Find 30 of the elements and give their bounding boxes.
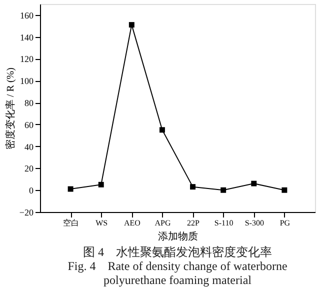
y-tick-label: 120 (20, 54, 34, 64)
x-tick-label: APG (154, 218, 171, 228)
y-tick-label: 20 (24, 164, 34, 174)
y-tick-label: 160 (20, 10, 34, 20)
caption: Fig. 4 Rate of density change of waterborne polyurethane foaming material (68, 259, 288, 287)
caption: 图 4 水性聚氨酯发泡料密度变化率 (83, 245, 272, 259)
y-tick-label: 0 (29, 186, 34, 196)
y-tick-label: 40 (24, 142, 34, 152)
x-tick-label: S-110 (214, 218, 234, 228)
point (68, 186, 74, 192)
x-tick-label: 空白 (63, 218, 80, 228)
point (282, 187, 288, 193)
point (220, 187, 226, 193)
y-tick-label: 140 (20, 32, 34, 42)
point (128, 22, 134, 28)
x-tick-label: S-300 (244, 218, 264, 228)
x-tick-label: WS (96, 218, 108, 228)
y-tick-label: −20 (19, 208, 34, 218)
point (98, 182, 104, 188)
point (251, 180, 257, 186)
y-axis-title: 密度变化率 / R (%) (4, 68, 16, 150)
y-tick-label: 100 (20, 76, 34, 86)
x-tick-label: 22P (187, 218, 200, 228)
y-tick-label: 60 (24, 120, 34, 130)
x-axis-title: 添加物质 (158, 230, 198, 242)
x-tick-label: PG (280, 218, 290, 228)
y-tick-label: 80 (24, 98, 34, 108)
point (190, 184, 196, 190)
x-tick-label: AEO (124, 218, 141, 228)
point (159, 127, 165, 133)
